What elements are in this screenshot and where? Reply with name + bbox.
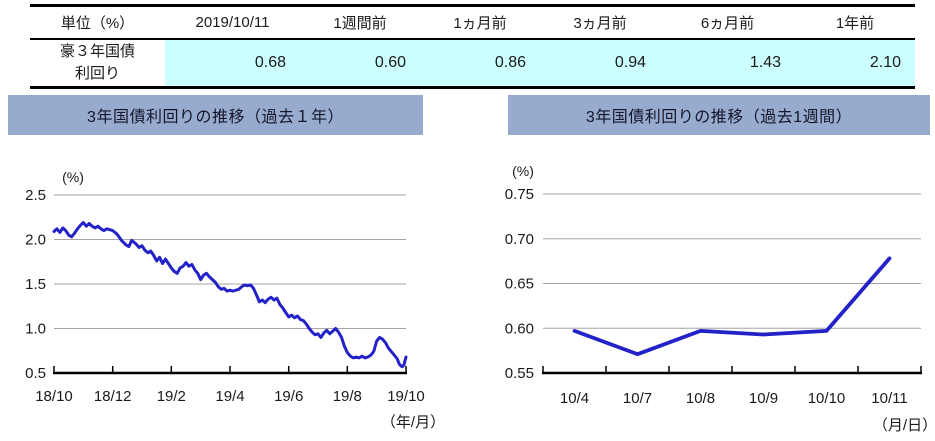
svg-text:（年/月）: （年/月）	[381, 414, 445, 431]
table-header-date: 2019/10/11	[195, 14, 270, 31]
table-row: 豪３年国債 利回り 0.68 0.60 0.86 0.94 1.43 2.10	[30, 40, 915, 86]
yield-chart-1week: 0.55 0.60 0.65 0.70 0.75 10/4 10/7 10/8 10/9 10/1…	[505, 163, 935, 434]
svg-text:19/2: 19/2	[157, 388, 186, 405]
svg-text:19/4: 19/4	[215, 388, 244, 405]
table-header-1week-ago: 1週間前	[333, 15, 387, 32]
row-label-line1: 豪３年国債	[59, 43, 135, 61]
value-1year-ago: 2.10	[795, 40, 915, 86]
svg-text:0.5: 0.5	[25, 365, 46, 382]
svg-text:10/4: 10/4	[560, 390, 589, 407]
svg-text:10/7: 10/7	[623, 390, 652, 407]
svg-text:0.65: 0.65	[505, 276, 534, 293]
svg-text:（月/日）: （月/日）	[873, 417, 935, 434]
svg-text:10/9: 10/9	[749, 390, 778, 407]
chart-title-1week-bar: 3年国債利回りの推移（過去1週間）	[508, 95, 930, 135]
value-1week-ago: 0.60	[300, 40, 420, 86]
svg-text:2.0: 2.0	[25, 232, 46, 249]
yield-summary-table: 単位（%） 2019/10/11 1週間前 1ヵ月前 3ヵ月前 6ヵ月前 1年前…	[30, 4, 915, 89]
table-header-1month-ago: 1ヵ月前	[453, 15, 507, 32]
table-header-unit: 単位（%）	[60, 15, 135, 32]
value-6months-ago: 1.43	[660, 40, 795, 86]
chart-title-1week: 3年国債利回りの推移（過去1週間）	[585, 109, 853, 126]
svg-text:1.0: 1.0	[25, 321, 46, 338]
svg-text:19/6: 19/6	[274, 388, 303, 405]
svg-text:18/10: 18/10	[35, 388, 73, 405]
svg-text:2.5: 2.5	[25, 187, 46, 204]
value-3months-ago: 0.94	[540, 40, 660, 86]
svg-text:19/8: 19/8	[333, 388, 362, 405]
svg-text:(%): (%)	[512, 163, 534, 179]
svg-text:0.75: 0.75	[505, 186, 534, 203]
svg-text:(%): (%)	[62, 169, 84, 185]
value-latest: 0.68	[165, 40, 300, 86]
svg-text:10/11: 10/11	[871, 390, 907, 407]
row-label-line2: 利回り	[74, 65, 120, 82]
table-header-1year-ago: 1年前	[835, 15, 875, 32]
svg-text:10/10: 10/10	[808, 390, 846, 407]
svg-text:0.55: 0.55	[505, 365, 534, 382]
chart-title-1year: 3年国債利回りの推移（過去１年）	[87, 109, 344, 126]
svg-text:0.70: 0.70	[505, 231, 534, 248]
svg-text:19/10: 19/10	[387, 388, 425, 405]
table-header-row: 単位（%） 2019/10/11 1週間前 1ヵ月前 3ヵ月前 6ヵ月前 1年前	[30, 7, 915, 40]
svg-text:10/8: 10/8	[686, 390, 715, 407]
svg-text:18/12: 18/12	[94, 388, 132, 405]
table-header-6months-ago: 6ヵ月前	[700, 15, 755, 32]
table-header-3months-ago: 3ヵ月前	[573, 15, 627, 32]
svg-text:1.5: 1.5	[25, 276, 46, 293]
svg-text:0.60: 0.60	[505, 320, 534, 337]
value-1month-ago: 0.86	[420, 40, 540, 86]
chart-title-1year-bar: 3年国債利回りの推移（過去１年）	[8, 95, 423, 135]
table-row-label: 豪３年国債 利回り	[30, 40, 165, 86]
yield-chart-1year: 0.5 1.0 1.5 2.0 2.5 18/10 18/12 19/2 19/4 19/6 19/…	[25, 169, 445, 431]
